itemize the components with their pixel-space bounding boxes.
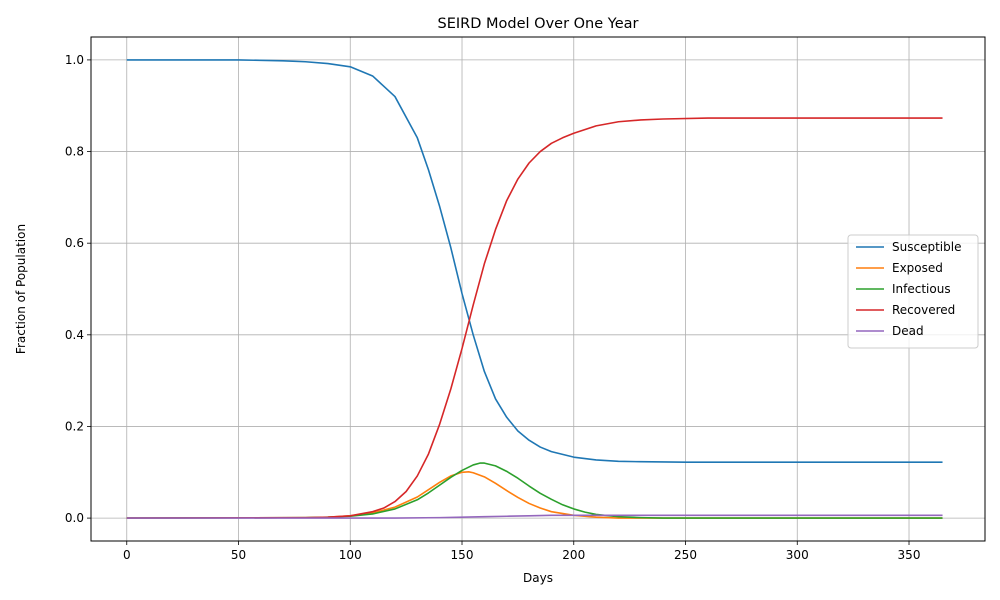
legend-label-infectious: Infectious (892, 282, 951, 296)
series-line-susceptible (126, 59, 943, 463)
grid-lines (91, 37, 985, 541)
series-lines (126, 59, 943, 519)
chart-title: SEIRD Model Over One Year (438, 16, 639, 32)
series-line-exposed (126, 471, 943, 519)
y-tick-label: 0.8 (65, 145, 84, 159)
x-tick-label: 0 (123, 548, 131, 562)
x-tick-label: 350 (898, 548, 921, 562)
legend-label-recovered: Recovered (892, 303, 955, 317)
series-line-recovered (126, 117, 943, 519)
legend-label-exposed: Exposed (892, 261, 943, 275)
y-axis-ticks: 0.0 0.2 0.4 0.6 0.8 1.0 (65, 53, 91, 525)
legend-label-dead: Dead (892, 324, 924, 338)
plot-frame (90, 36, 986, 542)
x-axis-ticks: 0 50 100 150 200 250 300 350 (123, 541, 921, 562)
legend: Susceptible Exposed Infectious Recovered Dea… (847, 234, 979, 349)
series-line-dead (126, 514, 943, 519)
x-tick-label: 200 (562, 548, 585, 562)
legend-label-susceptible: Susceptible (892, 240, 961, 254)
y-tick-label: 0.2 (65, 419, 84, 433)
y-tick-label: 1.0 (65, 53, 84, 67)
legend-box (847, 234, 979, 349)
x-tick-label: 150 (451, 548, 474, 562)
y-axis-label: Fraction of Population (14, 224, 28, 354)
y-tick-label: 0.0 (65, 511, 84, 525)
x-axis-label: Days (523, 571, 553, 585)
x-tick-label: 300 (786, 548, 809, 562)
x-tick-label: 250 (674, 548, 697, 562)
y-tick-label: 0.6 (65, 236, 84, 250)
x-tick-label: 50 (231, 548, 246, 562)
x-tick-label: 100 (339, 548, 362, 562)
series-line-infectious (126, 462, 943, 519)
y-tick-label: 0.4 (65, 328, 84, 342)
